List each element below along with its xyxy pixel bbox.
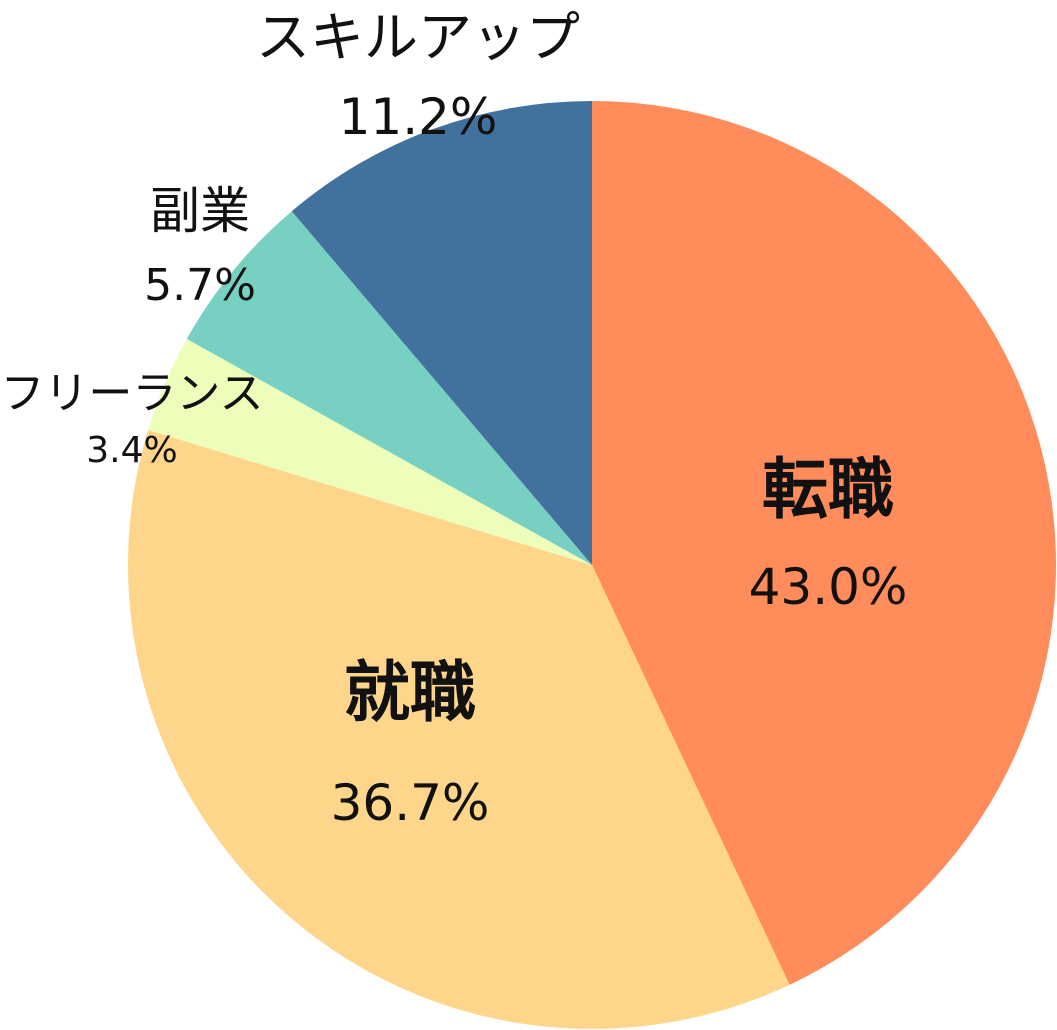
slice-value-label-0: 43.0% [749,558,908,616]
slice-value-label-4: 11.2% [339,88,498,146]
slice-label-4: スキルアップ [256,6,580,69]
slice-label-0: 転職 [762,451,894,528]
pie-labels: 転職 43.0% 就職 36.7% フリーランス 3.4% 副業 5.7% スキルアップ 11.2… [0,6,907,832]
pie-slice-3 [186,211,592,566]
pie-slice-4 [291,101,592,565]
slice-value-label-1: 36.7% [331,774,490,832]
slice-label-1: 就職 [344,654,476,731]
pie-slice-1 [128,429,790,1029]
slice-value-label-2: 3.4% [86,430,177,471]
slice-label-3: 副業 [150,182,250,240]
slice-label-2: フリーランス [0,368,263,419]
pie-slices [128,101,1056,1029]
pie-slice-0 [592,101,1056,985]
pie-slice-2 [148,338,592,565]
slice-value-label-3: 5.7% [144,260,256,311]
